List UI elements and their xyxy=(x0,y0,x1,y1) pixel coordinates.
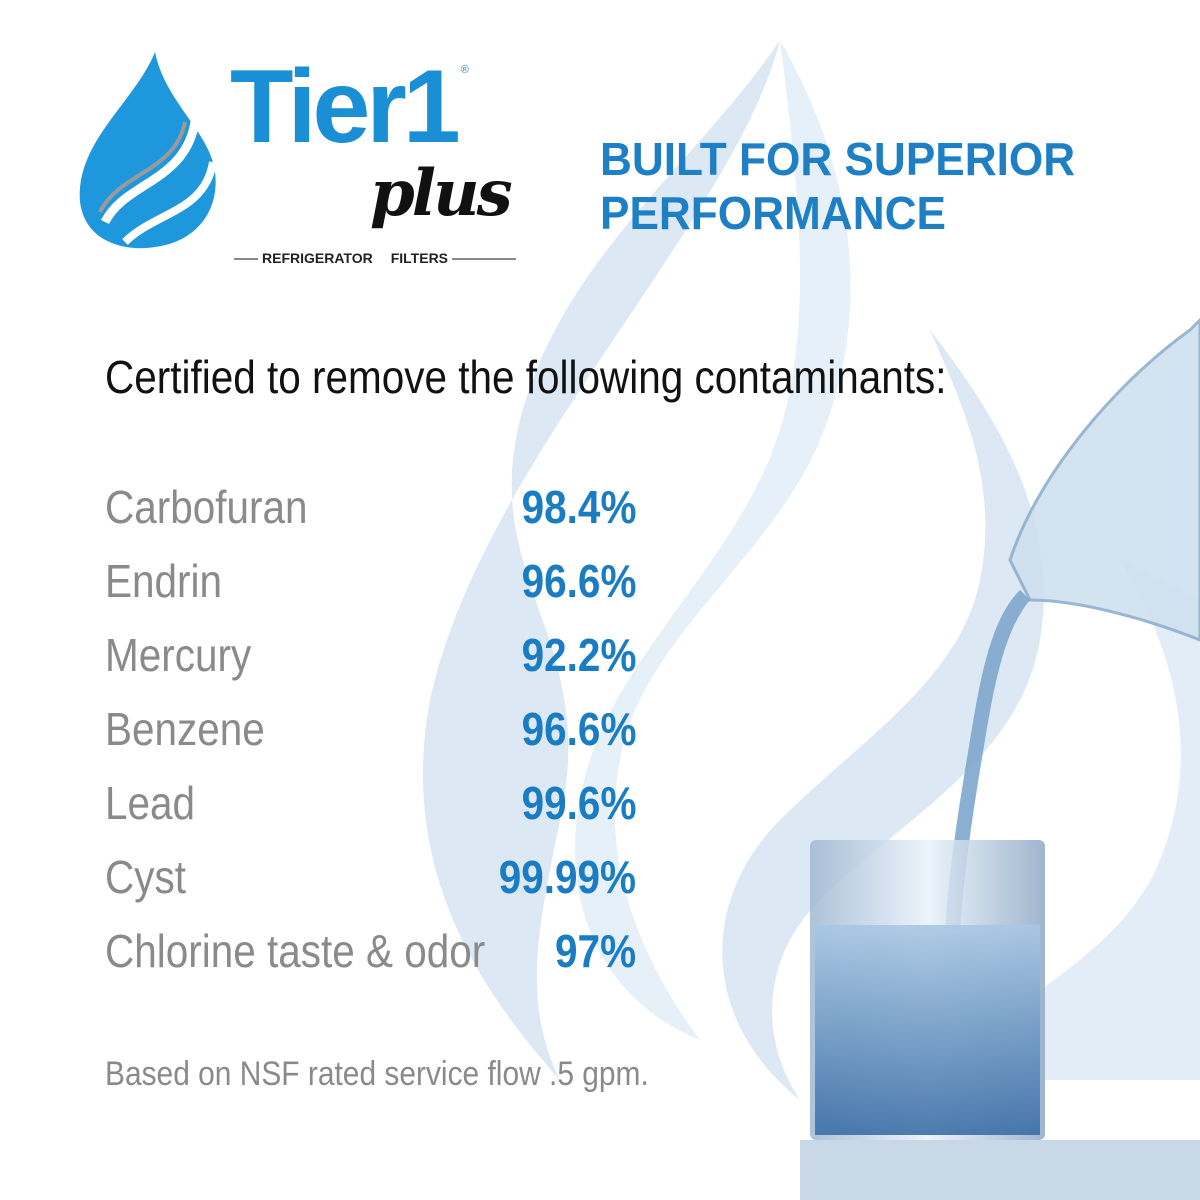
removal-percent: 98.4% xyxy=(521,481,636,533)
removal-percent: 97% xyxy=(554,925,636,977)
contaminant-name: Mercury xyxy=(105,629,252,681)
contaminant-row: Mercury 92.2% xyxy=(105,628,636,688)
contaminant-name: Cyst xyxy=(105,851,186,903)
glass-water xyxy=(815,925,1040,1135)
logo-subtitle: REFRIGERATOR FILTERS xyxy=(230,250,520,267)
contaminant-row: Chlorine taste & odor 97% xyxy=(105,924,636,984)
logo-script-plus: plus xyxy=(370,156,513,231)
tier1-plus-logo: Tier1 ® plus REFRIGERATOR FILTERS xyxy=(70,50,550,280)
contaminant-name: Endrin xyxy=(105,555,223,607)
removal-percent: 96.6% xyxy=(521,555,636,607)
removal-percent: 99.99% xyxy=(498,851,636,903)
tagline-line-2: PERFORMANCE xyxy=(600,187,946,239)
water-drop-logo-icon xyxy=(79,52,217,249)
logo-sub-left: REFRIGERATOR xyxy=(262,250,373,266)
section-heading: Certified to remove the following contam… xyxy=(105,351,947,403)
footnote: Based on NSF rated service flow .5 gpm. xyxy=(105,1055,649,1093)
table-reflection xyxy=(800,1140,1200,1200)
tagline-line-1: BUILT FOR SUPERIOR xyxy=(600,133,1076,185)
logo-wordmark-row: Tier1 ® xyxy=(230,55,469,159)
logo-sub-right: FILTERS xyxy=(390,250,449,266)
contaminant-name: Lead xyxy=(105,777,196,829)
removal-percent: 96.6% xyxy=(521,703,636,755)
pitcher xyxy=(1008,317,1200,642)
logo-wordmark: Tier1 xyxy=(230,49,461,165)
flame-shape xyxy=(722,330,1044,1100)
contaminant-name: Benzene xyxy=(105,703,265,755)
flame-shape xyxy=(422,40,780,1080)
contaminant-row: Carbofuran 98.4% xyxy=(105,480,636,540)
contaminant-row: Lead 99.6% xyxy=(105,776,636,836)
flame-shape xyxy=(940,560,1200,1080)
contaminant-name: Chlorine taste & odor xyxy=(105,925,486,977)
removal-percent: 92.2% xyxy=(521,629,636,681)
contaminant-row: Cyst 99.99% xyxy=(105,850,636,910)
flame-shape xyxy=(575,40,851,1040)
tagline: BUILT FOR SUPERIOR PERFORMANCE xyxy=(600,132,1075,240)
contaminant-row: Benzene 96.6% xyxy=(105,702,636,762)
contaminant-row: Endrin 96.6% xyxy=(105,554,636,614)
registered-mark: ® xyxy=(460,64,469,76)
contaminant-name: Carbofuran xyxy=(105,481,308,533)
removal-percent: 99.6% xyxy=(521,777,636,829)
